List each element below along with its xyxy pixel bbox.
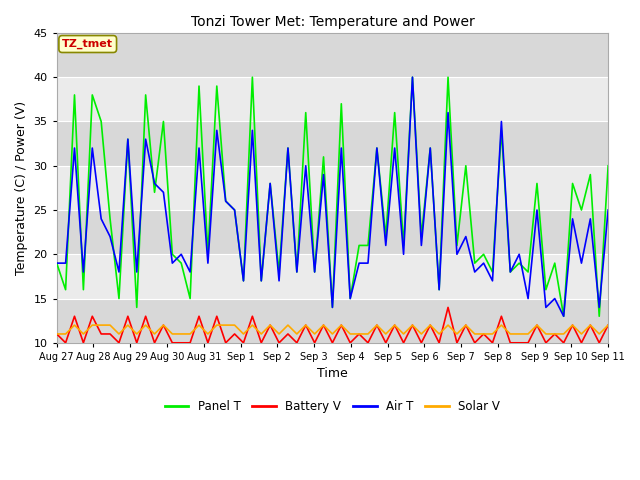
Panel T	[595, 313, 603, 319]
Panel T	[248, 74, 256, 80]
Solar V	[231, 322, 239, 328]
Air T	[604, 207, 612, 213]
Battery V	[231, 331, 239, 337]
Battery V	[595, 340, 603, 346]
Battery V	[53, 331, 61, 337]
Solar V	[337, 322, 345, 328]
Bar	[57, 254, 608, 299]
Y-axis label: Temperature (C) / Power (V): Temperature (C) / Power (V)	[15, 101, 28, 275]
Air T	[204, 260, 212, 266]
Panel T	[222, 198, 230, 204]
Bar	[57, 210, 608, 254]
Air T	[53, 260, 61, 266]
Bar	[57, 77, 608, 121]
Solar V	[70, 322, 78, 328]
Solar V	[595, 331, 603, 337]
Air T	[560, 313, 568, 319]
Battery V	[337, 322, 345, 328]
Line: Panel T: Panel T	[57, 77, 608, 316]
Bar	[57, 299, 608, 343]
Panel T	[337, 101, 345, 107]
Text: TZ_tmet: TZ_tmet	[62, 39, 113, 49]
Air T	[444, 110, 452, 116]
Legend: Panel T, Battery V, Air T, Solar V: Panel T, Battery V, Air T, Solar V	[160, 395, 505, 418]
Air T	[222, 198, 230, 204]
Air T	[595, 304, 603, 310]
Bar	[57, 33, 608, 77]
Line: Battery V: Battery V	[57, 307, 608, 343]
Line: Air T: Air T	[57, 77, 608, 316]
Air T	[328, 304, 336, 310]
Battery V	[213, 313, 221, 319]
Bar	[57, 166, 608, 210]
Solar V	[53, 331, 61, 337]
Battery V	[62, 340, 70, 346]
X-axis label: Time: Time	[317, 367, 348, 380]
Line: Solar V: Solar V	[57, 325, 608, 334]
Battery V	[453, 340, 461, 346]
Panel T	[604, 163, 612, 168]
Battery V	[444, 304, 452, 310]
Panel T	[560, 313, 568, 319]
Panel T	[320, 154, 328, 160]
Air T	[311, 269, 319, 275]
Battery V	[320, 322, 328, 328]
Title: Tonzi Tower Met: Temperature and Power: Tonzi Tower Met: Temperature and Power	[191, 15, 474, 29]
Solar V	[444, 322, 452, 328]
Panel T	[204, 252, 212, 257]
Panel T	[53, 260, 61, 266]
Bar	[57, 121, 608, 166]
Battery V	[604, 322, 612, 328]
Air T	[408, 74, 416, 80]
Solar V	[213, 322, 221, 328]
Solar V	[604, 322, 612, 328]
Panel T	[444, 74, 452, 80]
Solar V	[320, 322, 328, 328]
